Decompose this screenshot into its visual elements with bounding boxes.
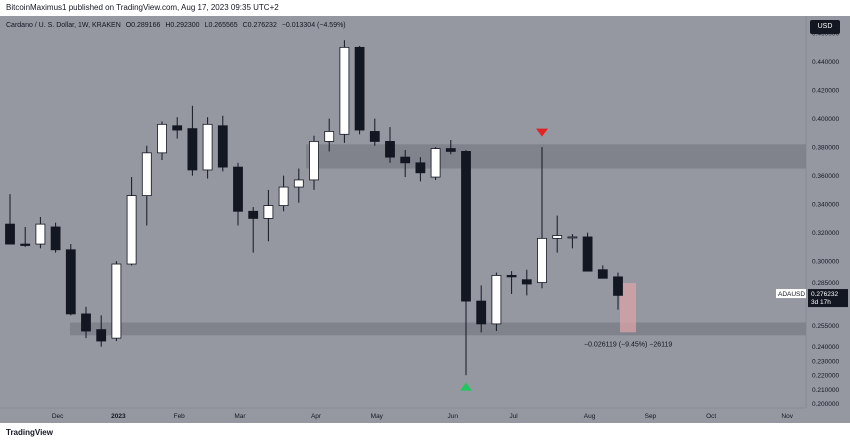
publisher-line: BitcoinMaximus1 published on TradingView… [6,3,279,12]
candle-body [461,151,471,302]
candle-body [65,249,76,315]
time-tick-label: Aug [584,413,596,420]
high-value: H0.292300 [165,22,200,29]
time-tick-label: Jun [448,413,459,420]
candle-body [613,276,623,296]
candle-body [35,223,46,245]
candle-body [491,275,502,325]
candle-body [567,236,578,239]
price-tick-label: 0.255000 [812,323,839,330]
tradingview-logo: TradingView [6,428,53,437]
time-tick-label: 2023 [111,413,126,420]
candle-body [50,226,61,251]
measure-label: −0.026119 (−9.45%) −26119 [584,341,672,348]
price-tick-label: 0.240000 [812,344,839,351]
candle-body [187,128,198,171]
price-tick-label: 0.440000 [812,59,839,66]
resistance-zone [306,144,806,169]
candle-body [552,235,563,239]
price-tick-label: 0.320000 [812,230,839,237]
candle-body [582,236,593,272]
change-value: −0.013304 (−4.59%) [281,22,346,29]
time-tick-label: Apr [311,413,322,420]
candle-body [354,46,365,131]
candle-body [506,275,517,278]
countdown-label: 3d 17h [811,299,831,306]
candle-body [476,300,487,325]
price-tick-label: 0.420000 [812,88,839,95]
candle-body [537,237,547,283]
candle-body [400,156,411,164]
candle-body [339,46,350,135]
candle-body [157,123,167,154]
symbol-title: Cardano / U. S. Dollar, 1W, KRAKEN [6,22,121,29]
time-tick-label: Jul [509,413,518,420]
current-price-bg [808,289,848,308]
time-tick-label: Feb [174,413,186,420]
candle-body [20,243,31,246]
down-arrow-marker [536,128,548,137]
current-price-label: 0.276232 [811,291,838,298]
currency-button[interactable]: USD [810,20,840,34]
time-tick-label: Nov [781,413,793,420]
candle-body [521,279,532,285]
candle-body [385,141,395,158]
price-chart[interactable]: −0.026119 (−9.45%) −26119 0.460000 0.44000… [0,16,850,423]
candle-body [172,125,183,131]
publisher-bar: BitcoinMaximus1 published on TradingView… [0,0,850,16]
symbol-info-line: Cardano / U. S. Dollar, 1W, KRAKEN O0.28… [6,22,346,29]
price-tick-label: 0.200000 [812,401,839,408]
price-tick-label: 0.380000 [812,145,839,152]
candle-body [81,313,91,332]
price-tick-label: 0.400000 [812,116,839,123]
low-value: L0.265565 [204,22,238,29]
candle-body [217,125,228,168]
open-value: O0.289166 [125,22,161,29]
symbol-tag: ADAUSD [778,291,805,298]
candle-body [111,263,122,339]
candle-body [202,123,213,171]
candle-body [293,179,304,188]
price-tick-label: 0.360000 [812,173,839,180]
candle-body [233,166,243,212]
close-value: C0.276232 [242,22,277,29]
candle-body [96,329,107,342]
time-tick-label: Dec [52,413,64,420]
time-tick-label: Oct [706,413,716,420]
price-tick-label: 0.230000 [812,358,839,365]
price-tick-label: 0.210000 [812,387,839,394]
candle-body [248,210,259,219]
time-tick-label: May [371,413,384,420]
price-tick-label: 0.460000 [812,31,839,38]
price-tick-label: 0.285000 [812,280,839,287]
chart-area[interactable]: −0.026119 (−9.45%) −26119 0.460000 0.44000… [0,16,850,423]
price-tick-label: 0.300000 [812,259,839,266]
time-tick-label: Sep [645,413,657,420]
price-axis-bg [806,16,850,423]
time-tick-label: Mar [234,413,246,420]
candle-body [597,269,608,279]
candle-body [369,131,380,142]
candle-body [263,205,274,219]
candle-body [126,195,137,265]
symbol-tag-bg [776,289,806,299]
price-tick-label: 0.220000 [812,373,839,380]
support-zone [70,322,806,336]
candle-body [309,141,319,181]
up-arrow-marker [460,382,472,391]
candle-body [415,162,426,174]
footer: TradingView [0,423,850,444]
time-axis-bg [0,408,850,423]
candle-body [141,152,152,197]
candle-body [324,131,335,142]
candle-body [445,148,456,152]
measure-box [620,283,636,333]
candle-body [430,148,441,178]
price-tick-label: 0.340000 [812,202,839,209]
candle-body [5,223,15,245]
candle-body [278,186,289,206]
